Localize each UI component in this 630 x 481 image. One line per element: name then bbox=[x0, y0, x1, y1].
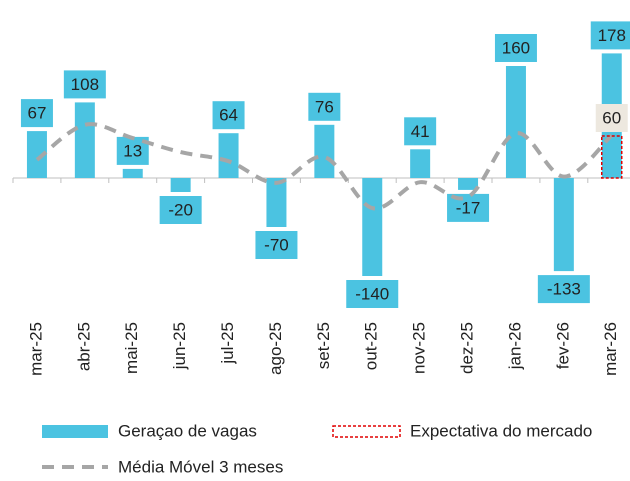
bar bbox=[505, 66, 526, 178]
value-label: 160 bbox=[502, 38, 530, 57]
x-tick-label: fev-26 bbox=[553, 322, 572, 369]
value-label-box bbox=[308, 92, 341, 121]
bar bbox=[362, 178, 383, 276]
bar bbox=[170, 178, 191, 192]
value-label-box bbox=[595, 104, 628, 132]
value-label-box bbox=[494, 34, 537, 62]
value-label: -133 bbox=[547, 280, 581, 299]
legend-swatch bbox=[332, 425, 401, 438]
value-label: 60 bbox=[602, 108, 621, 127]
x-tick-label: nov-25 bbox=[410, 322, 429, 374]
x-tick-label: mar-26 bbox=[601, 322, 620, 376]
bar bbox=[314, 124, 335, 178]
legend-label: Geraçao de vagas bbox=[118, 421, 257, 440]
value-label-box bbox=[346, 280, 399, 308]
value-label: -17 bbox=[456, 198, 481, 217]
bar bbox=[122, 168, 143, 178]
value-label: -70 bbox=[264, 235, 289, 254]
x-tick-label: jul-25 bbox=[218, 322, 237, 365]
x-tick-label: jun-25 bbox=[170, 322, 189, 370]
bar bbox=[458, 178, 479, 190]
bar bbox=[26, 131, 47, 178]
bar bbox=[74, 102, 95, 178]
value-label-box bbox=[404, 117, 437, 146]
value-label-box bbox=[590, 21, 630, 50]
x-tick-label: ago-25 bbox=[266, 322, 285, 375]
value-label-box bbox=[255, 231, 298, 259]
value-label-box bbox=[20, 99, 53, 128]
value-label-box bbox=[159, 196, 202, 224]
bar bbox=[218, 133, 239, 178]
x-tick-label: mai-25 bbox=[122, 322, 141, 374]
x-tick-label: jan-26 bbox=[505, 322, 524, 370]
value-label: 13 bbox=[123, 141, 142, 160]
bar bbox=[553, 178, 574, 272]
x-tick-label: mar-25 bbox=[26, 322, 45, 376]
x-tick-label: out-25 bbox=[362, 322, 381, 370]
expectation-bar bbox=[601, 135, 623, 179]
value-label-box bbox=[63, 70, 106, 99]
value-label: 108 bbox=[71, 75, 99, 94]
moving-average-line bbox=[35, 122, 614, 211]
value-label: 64 bbox=[219, 106, 238, 125]
value-label: -20 bbox=[168, 200, 193, 219]
value-label-box bbox=[537, 275, 590, 304]
bar bbox=[410, 149, 431, 178]
value-label: 41 bbox=[411, 122, 430, 141]
value-label: 76 bbox=[315, 97, 334, 116]
legend-label: Média Móvel 3 meses bbox=[118, 457, 283, 476]
value-label: 178 bbox=[598, 26, 626, 45]
value-label-box bbox=[212, 101, 245, 130]
legend-swatch bbox=[42, 425, 108, 438]
bar bbox=[266, 178, 287, 227]
x-tick-label: set-25 bbox=[314, 322, 333, 369]
x-tick-label: dez-25 bbox=[458, 322, 477, 374]
legend-label: Expectativa do mercado bbox=[410, 421, 592, 440]
x-tick-label: abr-25 bbox=[74, 322, 93, 371]
value-label: 67 bbox=[27, 104, 46, 123]
value-label: -140 bbox=[355, 284, 389, 303]
